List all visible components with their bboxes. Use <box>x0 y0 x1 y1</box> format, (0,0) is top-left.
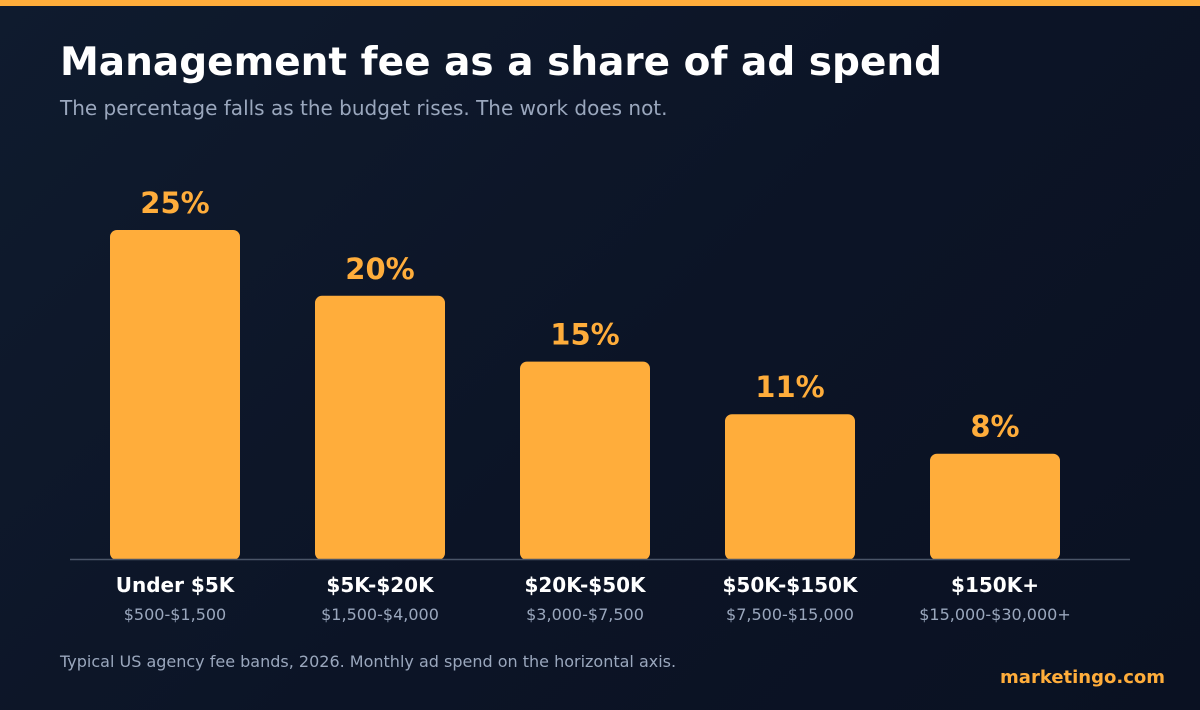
category-range-label: $500-$1,500 <box>124 605 226 624</box>
data-label: 11% <box>755 370 824 404</box>
footnote: Typical US agency fee bands, 2026. Month… <box>60 652 677 671</box>
category-label: $20K-$50K <box>524 573 647 597</box>
category-label: Under $5K <box>116 573 236 597</box>
category-range-label: $3,000-$7,500 <box>526 605 644 624</box>
category-range-label: $15,000-$30,000+ <box>919 605 1071 624</box>
data-label: 25% <box>140 186 209 220</box>
bar <box>110 230 240 560</box>
category-range-label: $1,500-$4,000 <box>321 605 439 624</box>
category-label: $5K-$20K <box>326 573 435 597</box>
category-label: $50K-$150K <box>723 573 859 597</box>
data-label: 8% <box>970 410 1019 444</box>
category-label: $150K+ <box>951 573 1039 597</box>
bar <box>930 453 1060 560</box>
bar <box>315 295 445 560</box>
category-range-label: $7,500-$15,000 <box>726 605 854 624</box>
chart-subtitle: The percentage falls as the budget rises… <box>60 96 668 120</box>
data-label: 15% <box>550 318 619 352</box>
bar <box>520 361 650 560</box>
bar-chart: 25% Under $5K $500-$1,500 20% $5K-$20K $1,500… <box>70 186 1130 624</box>
data-label: 20% <box>345 252 414 286</box>
chart-title: Management fee as a share of ad spend <box>60 40 943 85</box>
brand-link[interactable]: marketingo.com <box>1000 667 1165 688</box>
bar <box>725 414 855 560</box>
accent-top-bar <box>0 0 1200 6</box>
